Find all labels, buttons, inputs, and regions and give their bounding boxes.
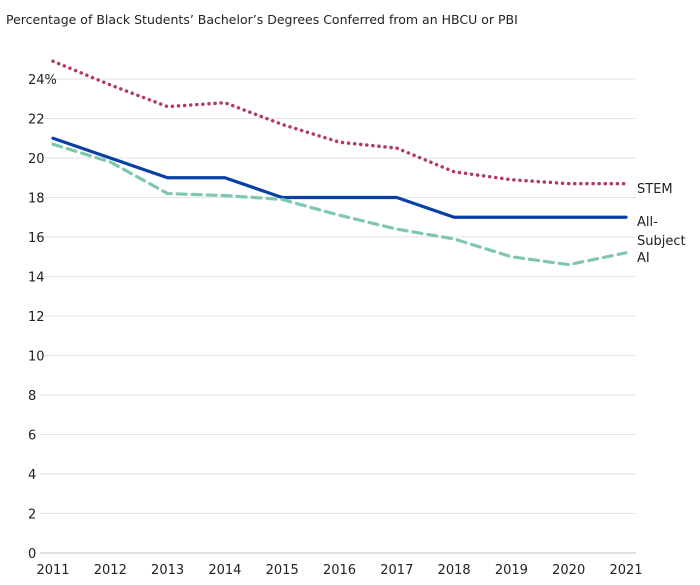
x-tick-label: 2021 [609, 563, 642, 578]
series-label: STEM [637, 182, 673, 197]
x-tick-label: 2014 [208, 563, 241, 578]
y-tick-label: 4 [28, 468, 36, 483]
y-tick-label: 0 [28, 547, 36, 562]
y-tick-label: 20 [28, 152, 45, 167]
y-tick-label: 16 [28, 231, 45, 246]
y-tick-label: 14 [28, 271, 45, 286]
y-tick-label: 2 [28, 508, 36, 523]
x-tick-label: 2017 [380, 563, 413, 578]
y-tick-label: 6 [28, 429, 36, 444]
series-label: All-Subject [637, 215, 686, 249]
y-tick-label: 8 [28, 389, 36, 404]
x-tick-label: 2020 [552, 563, 585, 578]
x-tick-label: 2019 [495, 563, 528, 578]
x-tick-label: 2012 [94, 563, 127, 578]
y-tick-label: 24% [28, 73, 57, 88]
x-tick-label: 2015 [266, 563, 299, 578]
y-tick-label: 10 [28, 350, 45, 365]
x-tick-label: 2016 [323, 563, 356, 578]
series-line-ai [51, 142, 628, 267]
x-tick-label: 2013 [151, 563, 184, 578]
chart-title: Percentage of Black Students’ Bachelor’s… [6, 12, 518, 27]
y-tick-label: 12 [28, 310, 45, 325]
series-label: AI [637, 251, 650, 266]
x-tick-label: 2018 [438, 563, 471, 578]
y-tick-label: 18 [28, 192, 45, 207]
x-tick-label: 2011 [36, 563, 69, 578]
series-line-stem [51, 59, 628, 186]
y-tick-label: 22 [28, 113, 45, 128]
